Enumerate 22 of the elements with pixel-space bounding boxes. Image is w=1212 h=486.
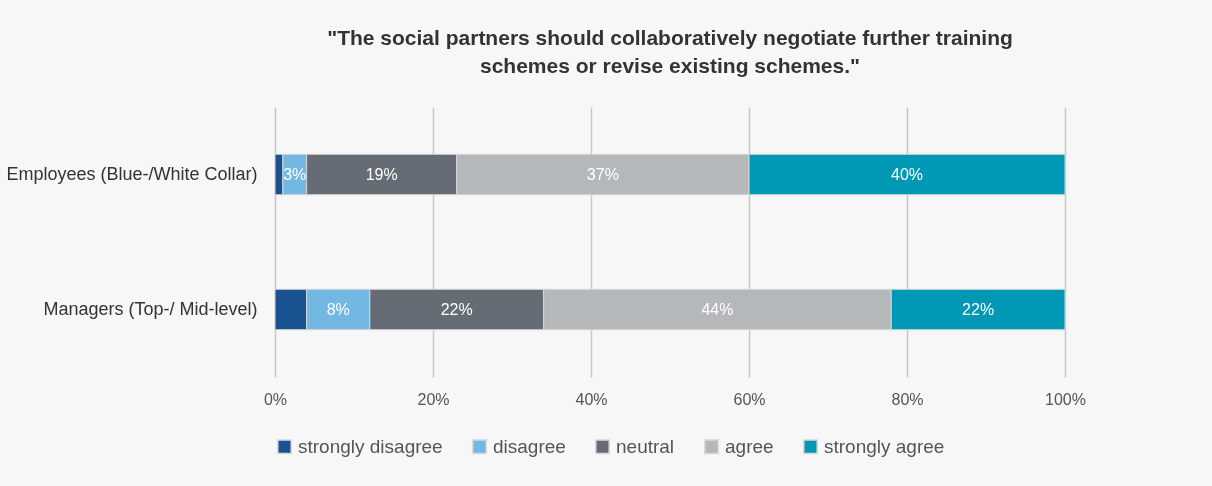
legend-label: strongly agree (824, 435, 945, 457)
x-tick-label: 20% (417, 390, 450, 408)
legend-label: agree (725, 435, 774, 457)
data-label: 22% (440, 300, 473, 318)
x-tick-label: 40% (575, 390, 608, 408)
x-tick-label: 100% (1045, 390, 1086, 408)
x-tick-label: 60% (733, 390, 766, 408)
y-tick-label: Managers (Top-/ Mid-level) (43, 298, 258, 319)
y-tick-label: Employees (Blue-/White Collar) (6, 163, 258, 184)
data-label: 40% (890, 165, 924, 183)
legend-label: strongly disagree (298, 435, 443, 457)
chart-title: "The social partners should collaboratively negotiate further training schemes or revise existing schemes." (327, 26, 1013, 77)
legend-label: disagree (493, 435, 566, 457)
x-tick-label: 0% (263, 390, 288, 408)
data-label: 44% (701, 300, 734, 318)
data-label: 22% (962, 300, 995, 318)
data-label: 19% (365, 165, 398, 183)
data-label: 37% (586, 165, 619, 183)
legend-label: neutral (616, 435, 675, 457)
data-label: 3% (283, 165, 307, 183)
data-label: 8% (326, 300, 350, 318)
x-tick-label: 80% (891, 390, 924, 408)
